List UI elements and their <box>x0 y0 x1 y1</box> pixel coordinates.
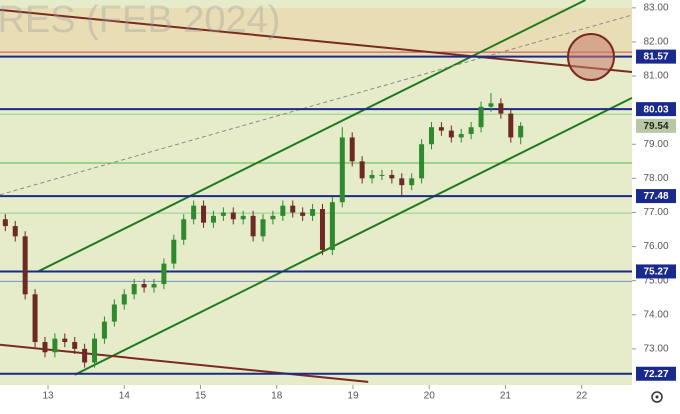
candle-body <box>32 294 38 343</box>
candle-body <box>151 284 157 288</box>
x-tick-label: 21 <box>500 391 512 402</box>
layer <box>0 0 633 383</box>
y-tick-label: 83.00 <box>643 2 668 13</box>
candle-body <box>270 215 276 220</box>
candle-body <box>438 127 444 131</box>
candle-body <box>310 209 316 216</box>
candle-body <box>42 342 48 353</box>
candle-body <box>290 205 296 213</box>
candle-body <box>82 348 88 363</box>
watermark: URES (FEB 2024) <box>0 0 280 41</box>
candle-body <box>171 239 177 264</box>
level-label-box <box>636 102 676 117</box>
level-label-box <box>636 49 676 64</box>
settings-icon[interactable] <box>651 391 663 403</box>
candle-body <box>329 202 335 250</box>
level-label: 72.27 <box>643 369 668 380</box>
y-tick-label: 73.00 <box>643 343 668 354</box>
trend-line <box>74 96 633 376</box>
candle-body <box>250 215 256 237</box>
candle-body <box>92 338 98 363</box>
candle-body <box>280 205 286 216</box>
trend-line <box>0 343 369 383</box>
highlight-circle <box>567 33 615 81</box>
level-label: 81.57 <box>643 52 668 63</box>
candle-body <box>359 161 365 179</box>
x-tick-label: 20 <box>424 391 436 402</box>
level-label-box <box>636 189 676 204</box>
trend-line <box>0 8 633 73</box>
candle-body <box>448 130 454 138</box>
last-price-label: 79.54 <box>643 121 668 132</box>
candle-body <box>2 219 8 227</box>
candle-body <box>12 226 18 237</box>
candle-body <box>349 137 355 162</box>
price-axis <box>632 0 680 409</box>
trend-line <box>37 0 586 273</box>
candle-body <box>240 215 246 220</box>
candle-body <box>488 103 494 107</box>
candle-body <box>141 284 147 288</box>
time-axis <box>0 385 632 409</box>
candle-body <box>210 215 216 223</box>
x-tick-label: 18 <box>271 391 283 402</box>
candle-body <box>478 106 484 128</box>
candle-body <box>468 127 474 135</box>
candle-body <box>121 294 127 305</box>
last-price-label-box <box>636 118 676 133</box>
candle-body <box>399 178 405 186</box>
x-tick-label: 15 <box>195 391 207 402</box>
candle-body <box>191 205 197 220</box>
candle-body <box>101 321 107 339</box>
candle-body <box>300 212 306 216</box>
candle-body <box>339 137 345 203</box>
candle-body <box>22 236 28 295</box>
y-tick-label: 77.00 <box>643 207 668 218</box>
candle-body <box>458 134 464 138</box>
x-tick-label: 22 <box>576 391 588 402</box>
candle-body <box>369 174 375 179</box>
y-tick-label: 75.00 <box>643 275 668 286</box>
candle-body <box>181 219 187 240</box>
candle-body <box>508 113 514 138</box>
y-tick-label: 78.00 <box>643 173 668 184</box>
candle-body <box>72 342 78 349</box>
candle-body <box>201 205 207 223</box>
candle-body <box>518 125 524 138</box>
y-tick-label: 74.00 <box>643 309 668 320</box>
candle-body <box>220 212 226 216</box>
candle-body <box>319 209 325 250</box>
candle-body <box>111 304 117 322</box>
level-label: 80.03 <box>643 104 668 115</box>
candle-body <box>389 174 395 179</box>
candle-body <box>428 127 434 145</box>
y-tick-label: 81.00 <box>643 71 668 82</box>
y-tick-label: 79.00 <box>643 139 668 150</box>
candle-body <box>230 212 236 220</box>
x-tick-label: 13 <box>42 391 54 402</box>
trend-line <box>0 14 633 196</box>
level-label-box <box>636 366 676 381</box>
candle-body <box>379 174 385 176</box>
candle-body <box>409 178 415 186</box>
resistance-zone <box>0 7 632 57</box>
candle-body <box>62 338 68 343</box>
candle-body <box>52 338 58 353</box>
candle-body <box>260 219 266 237</box>
candle-body <box>498 103 504 114</box>
y-tick-label: 76.00 <box>643 241 668 252</box>
x-tick-label: 19 <box>347 391 359 402</box>
candle-body <box>131 284 137 295</box>
candle-body <box>419 144 425 179</box>
level-label: 77.48 <box>643 191 668 202</box>
level-label: 75.27 <box>643 267 668 278</box>
x-tick-label: 14 <box>119 391 131 402</box>
level-label-box <box>636 264 676 279</box>
y-tick-label: 82.00 <box>643 37 668 48</box>
plot-background <box>0 0 632 385</box>
candle-body <box>161 263 167 285</box>
